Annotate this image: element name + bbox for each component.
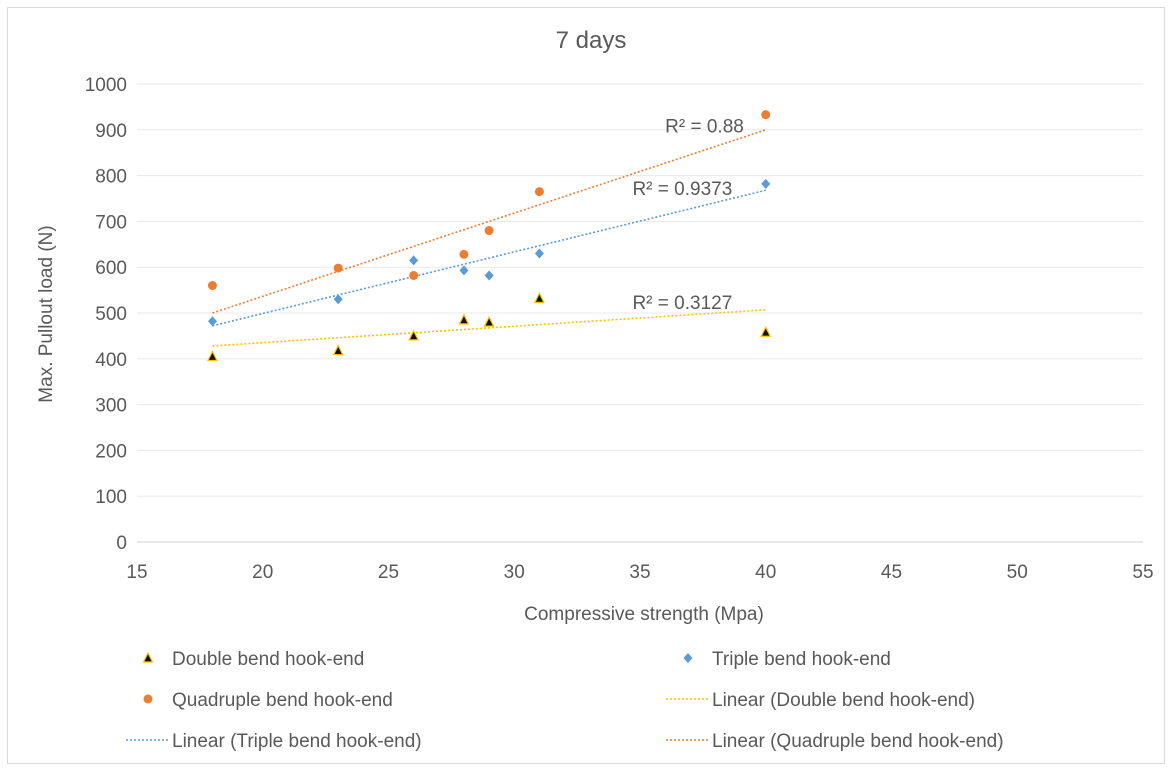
y-tick-label: 0 (116, 533, 127, 554)
legend-label: Quadruple bend hook-end (172, 690, 393, 711)
x-tick-label: 15 (126, 562, 147, 583)
data-point (535, 187, 544, 196)
legend-label: Linear (Double bend hook-end) (712, 690, 975, 711)
x-tick-label: 30 (504, 562, 525, 583)
data-point (485, 317, 494, 326)
trendline (212, 310, 765, 346)
data-point (535, 293, 544, 302)
data-point (208, 352, 217, 361)
r-squared-layer: R² = 0.3127 R² = 0.9373 R² = 0.88 (632, 117, 743, 314)
data-point (409, 271, 418, 280)
legend-entry: Quadruple bend hook-end (144, 690, 393, 711)
r-squared-label: R² = 0.9373 (632, 179, 732, 200)
r-squared-label: R² = 0.3127 (632, 293, 732, 314)
chart-title: 7 days (556, 27, 627, 54)
data-point (208, 316, 217, 326)
legend-marker (684, 653, 693, 663)
legend-label: Linear (Quadruple bend hook-end) (712, 731, 1004, 752)
legend-label: Double bend hook-end (172, 649, 364, 670)
y-tick-label: 400 (95, 350, 127, 371)
data-point (761, 179, 770, 189)
x-tick-label: 45 (881, 562, 902, 583)
data-point (459, 250, 468, 259)
data-point (334, 264, 343, 273)
data-point (761, 110, 770, 119)
y-tick-label: 600 (95, 258, 127, 279)
legend-marker (144, 653, 153, 662)
legend-entry: Triple bend hook-end (684, 649, 891, 670)
data-point (334, 294, 343, 304)
data-point (409, 255, 418, 265)
x-tick-label: 50 (1007, 562, 1028, 583)
x-tick-label: 35 (629, 562, 650, 583)
x-tick-label: 40 (755, 562, 776, 583)
chart-frame: 7 days 0 100 200 300 400 500 600 700 800 900 1000 … (7, 7, 1165, 764)
data-point (761, 327, 770, 336)
data-point (535, 248, 544, 258)
legend: Double bend hook-end Triple bend hook-end… (126, 649, 1004, 752)
legend-label: Triple bend hook-end (712, 649, 891, 670)
data-point (485, 270, 494, 280)
x-tick-label: 55 (1132, 562, 1153, 583)
data-point (459, 315, 468, 324)
r-squared-label: R² = 0.88 (665, 117, 744, 138)
y-axis-ticks: 0 100 200 300 400 500 600 700 800 900 1000 (85, 75, 127, 554)
y-tick-label: 100 (95, 487, 127, 508)
data-point-layer (208, 110, 770, 360)
data-point (485, 226, 494, 235)
y-tick-label: 900 (95, 121, 127, 142)
data-point (208, 281, 217, 290)
x-axis-ticks: 15 20 25 30 35 40 45 50 55 (126, 562, 1153, 583)
legend-entry: Linear (Quadruple bend hook-end) (666, 731, 1004, 752)
legend-entry: Linear (Triple bend hook-end) (126, 731, 422, 752)
legend-entry: Linear (Double bend hook-end) (666, 690, 975, 711)
y-tick-label: 1000 (85, 75, 127, 96)
data-point (334, 346, 343, 355)
x-axis-title: Compressive strength (Mpa) (524, 604, 764, 625)
legend-marker (144, 695, 153, 704)
y-tick-label: 500 (95, 304, 127, 325)
scatter-chart: 7 days 01002003004005006007008009001000 … (8, 8, 1166, 765)
y-tick-label: 700 (95, 212, 127, 233)
x-tick-label: 20 (252, 562, 273, 583)
y-axis-title: Max. Pullout load (N) (36, 225, 57, 402)
x-tick-label: 25 (378, 562, 399, 583)
legend-label: Linear (Triple bend hook-end) (172, 731, 422, 752)
legend-entry: Double bend hook-end (144, 649, 365, 670)
y-tick-label: 300 (95, 396, 127, 417)
y-tick-label: 200 (95, 441, 127, 462)
y-tick-label: 800 (95, 167, 127, 188)
